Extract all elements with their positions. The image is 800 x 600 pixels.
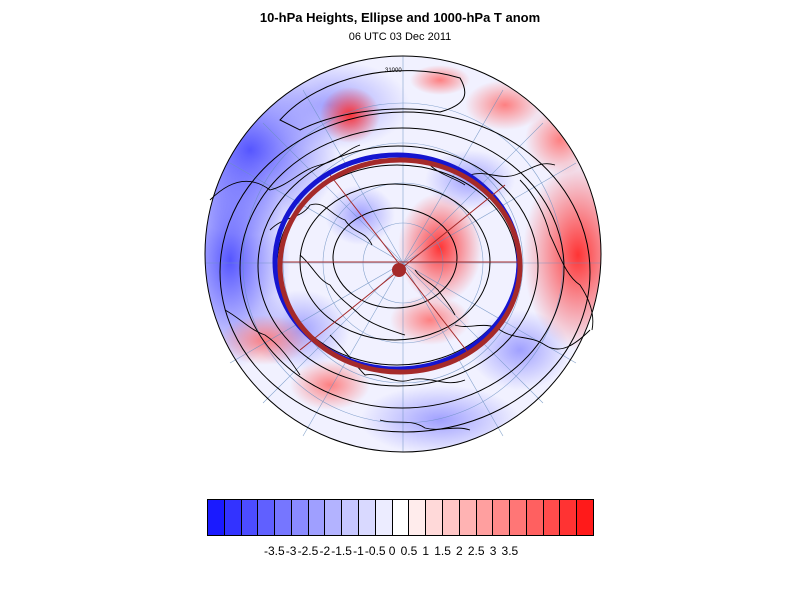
colorbar-swatch: [375, 500, 393, 535]
colorbar-tick-label: -1.5: [331, 544, 352, 558]
colorbar-swatch: [459, 500, 477, 535]
contour-label: 31000: [385, 68, 402, 74]
temperature-anomaly-field: [205, 56, 601, 452]
globe-outline: [204, 55, 602, 453]
colorbar-swatch: [258, 500, 276, 535]
colorbar-tick-label: 1.5: [434, 544, 451, 558]
colorbar-labels: -3.5 -3 -2.5 -2 -1.5 -1 -0.5 0 0.5 1 1.5 2 2.5 3 3.5: [207, 544, 594, 560]
colorbar-swatch: [241, 500, 259, 535]
colorbar-swatch: [392, 500, 410, 535]
polar-map-svg: 31000: [204, 55, 602, 453]
colorbar-swatch: [526, 500, 544, 535]
colorbar-tick-label: -3.5: [263, 544, 285, 558]
red-ellipse: [277, 157, 523, 375]
polar-map: 31000: [204, 55, 602, 453]
colorbar-tick-label: 0.5: [400, 544, 418, 558]
colorbar-tick-label: 0: [388, 544, 396, 558]
colorbar-tick-label: 2: [456, 544, 463, 558]
colorbar: [207, 499, 594, 536]
colorbar-tick-label: -0.5: [364, 544, 386, 558]
colorbar-swatch: [543, 500, 561, 535]
colorbar-tick-label: 1: [422, 544, 430, 558]
colorbar-swatch: [359, 500, 376, 535]
colorbar-tick-label: -3: [285, 544, 297, 558]
colorbar-swatch: [291, 500, 309, 535]
colorbar-tick-label: -1: [353, 544, 364, 558]
colorbar-swatch: [426, 500, 443, 535]
colorbar-tick-label: -2.5: [297, 544, 319, 558]
colorbar-swatch: [308, 500, 326, 535]
graticule: [205, 56, 601, 452]
colorbar-tick-label: 2.5: [467, 544, 485, 558]
colorbar-swatch: [208, 500, 225, 535]
colorbar-swatch: [510, 500, 527, 535]
colorbar-tick-label: 3: [489, 544, 497, 558]
colorbar-swatch: [442, 500, 460, 535]
colorbar-tick-label: -2: [319, 544, 331, 558]
colorbar-swatch: [409, 500, 427, 535]
vortex-centroid: [392, 263, 406, 277]
colorbar-swatch: [342, 500, 360, 535]
colorbar-tick-label: 3.5: [501, 544, 519, 558]
colorbar-swatch: [224, 500, 242, 535]
colorbar-swatch: [275, 500, 292, 535]
colorbar-swatch: [560, 500, 578, 535]
colorbar-swatch: [325, 500, 343, 535]
colorbar-swatch: [577, 500, 593, 535]
map-title: 10-hPa Heights, Ellipse and 1000-hPa T a…: [259, 10, 541, 25]
colorbar-swatch: [493, 500, 511, 535]
map-subtitle: 06 UTC 03 Dec 2011: [348, 31, 452, 43]
vortex-ellipses: [272, 152, 523, 375]
colorbar-swatch: [476, 500, 494, 535]
